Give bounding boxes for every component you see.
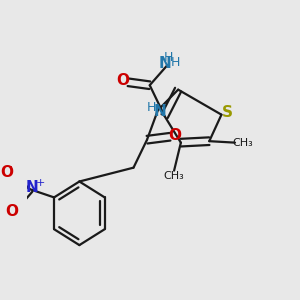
Text: N: N — [159, 56, 172, 71]
Text: O: O — [117, 73, 130, 88]
Text: +: + — [35, 178, 45, 188]
Text: O: O — [6, 204, 19, 219]
Text: N: N — [154, 103, 166, 118]
Text: -: - — [8, 160, 12, 173]
Text: O: O — [0, 166, 13, 181]
Text: N: N — [26, 180, 39, 195]
Text: H: H — [164, 51, 173, 64]
Text: S: S — [222, 105, 233, 120]
Text: O: O — [168, 128, 182, 143]
Text: H: H — [147, 101, 157, 114]
Text: CH₃: CH₃ — [163, 172, 184, 182]
Text: CH₃: CH₃ — [233, 138, 254, 148]
Text: H: H — [171, 56, 180, 69]
